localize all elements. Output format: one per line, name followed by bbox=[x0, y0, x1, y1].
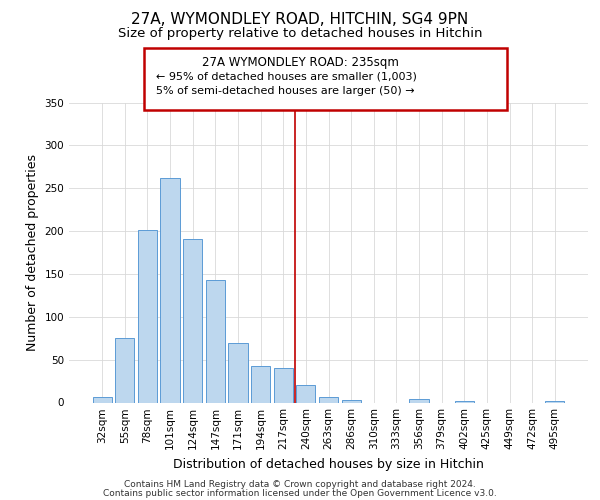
Bar bbox=[92, 398, 112, 402]
Text: Contains HM Land Registry data © Crown copyright and database right 2024.: Contains HM Land Registry data © Crown c… bbox=[124, 480, 476, 489]
X-axis label: Distribution of detached houses by size in Hitchin: Distribution of detached houses by size … bbox=[173, 458, 484, 471]
Text: Size of property relative to detached houses in Hitchin: Size of property relative to detached ho… bbox=[118, 28, 482, 40]
Bar bbox=[545, 401, 565, 402]
Bar bbox=[160, 178, 180, 402]
Bar bbox=[296, 386, 316, 402]
Bar bbox=[409, 399, 428, 402]
Bar bbox=[251, 366, 270, 403]
Text: Contains public sector information licensed under the Open Government Licence v3: Contains public sector information licen… bbox=[103, 488, 497, 498]
Bar bbox=[183, 239, 202, 402]
Bar bbox=[229, 342, 248, 402]
Bar bbox=[115, 338, 134, 402]
Y-axis label: Number of detached properties: Number of detached properties bbox=[26, 154, 39, 351]
Bar bbox=[319, 398, 338, 402]
Bar bbox=[274, 368, 293, 402]
Text: 27A WYMONDLEY ROAD: 235sqm: 27A WYMONDLEY ROAD: 235sqm bbox=[202, 56, 398, 69]
Bar bbox=[341, 400, 361, 402]
Text: 5% of semi-detached houses are larger (50) →: 5% of semi-detached houses are larger (5… bbox=[156, 86, 415, 96]
Bar bbox=[455, 401, 474, 402]
Text: 27A, WYMONDLEY ROAD, HITCHIN, SG4 9PN: 27A, WYMONDLEY ROAD, HITCHIN, SG4 9PN bbox=[131, 12, 469, 28]
Bar bbox=[206, 280, 225, 402]
Bar bbox=[138, 230, 157, 402]
Text: ← 95% of detached houses are smaller (1,003): ← 95% of detached houses are smaller (1,… bbox=[156, 72, 417, 82]
